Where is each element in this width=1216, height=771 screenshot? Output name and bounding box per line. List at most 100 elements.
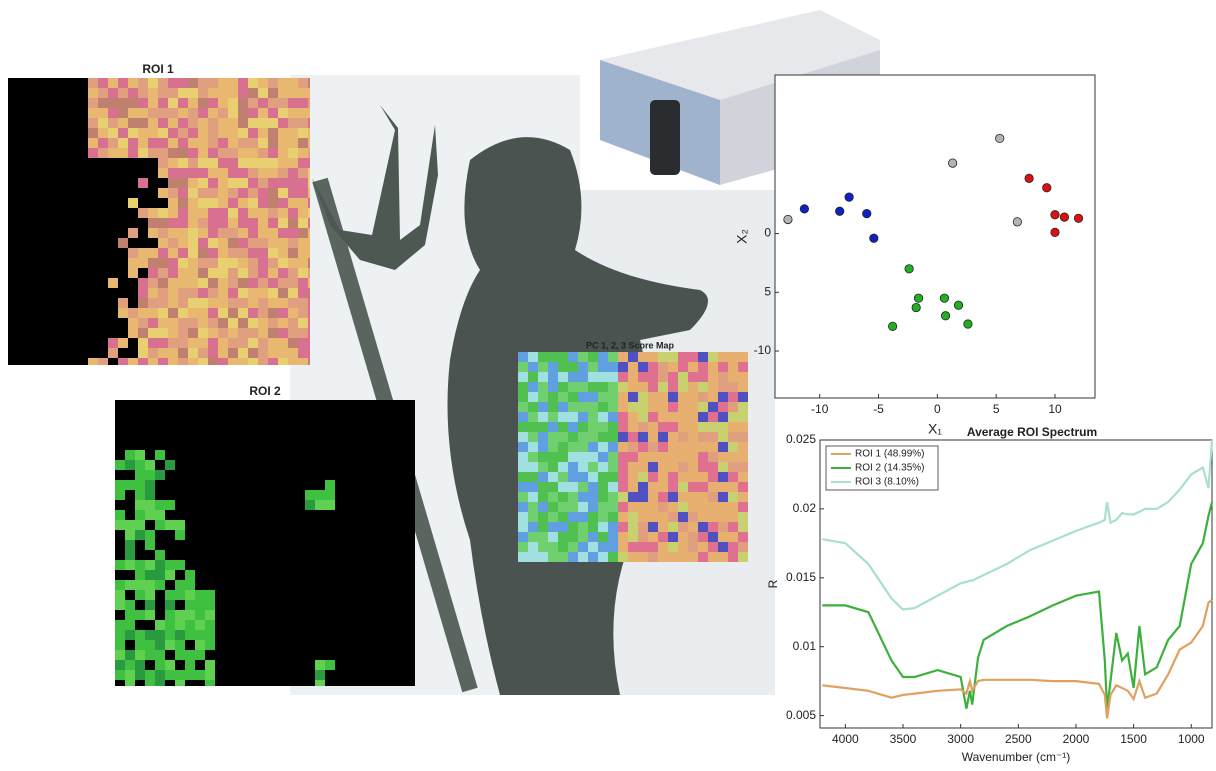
- map-pixel: [345, 470, 355, 480]
- map-pixel: [195, 510, 205, 520]
- map-pixel: [558, 502, 568, 512]
- map-pixel: [238, 238, 248, 248]
- map-pixel: [315, 410, 325, 420]
- map-pixel: [265, 610, 275, 620]
- map-pixel: [558, 532, 568, 542]
- map-pixel: [18, 158, 28, 168]
- map-pixel: [98, 198, 108, 208]
- map-pixel: [198, 188, 208, 198]
- map-pixel: [538, 422, 548, 432]
- map-pixel: [98, 118, 108, 128]
- x-tick-label: 3000: [947, 732, 974, 746]
- map-pixel: [618, 452, 628, 462]
- map-pixel: [288, 178, 298, 188]
- map-pixel: [195, 580, 205, 590]
- map-pixel: [215, 680, 225, 686]
- map-pixel: [238, 178, 248, 188]
- map-pixel: [325, 400, 335, 410]
- map-pixel: [295, 670, 305, 680]
- map-pixel: [245, 530, 255, 540]
- map-pixel: [8, 308, 18, 318]
- map-pixel: [638, 472, 648, 482]
- map-pixel: [158, 88, 168, 98]
- map-pixel: [295, 660, 305, 670]
- map-pixel: [658, 512, 668, 522]
- map-pixel: [175, 670, 185, 680]
- map-pixel: [88, 168, 98, 178]
- map-pixel: [738, 542, 748, 552]
- map-pixel: [385, 630, 395, 640]
- map-pixel: [275, 450, 285, 460]
- map-pixel: [275, 530, 285, 540]
- map-pixel: [185, 450, 195, 460]
- map-pixel: [265, 600, 275, 610]
- map-pixel: [688, 362, 698, 372]
- map-pixel: [188, 88, 198, 98]
- map-pixel: [375, 610, 385, 620]
- map-pixel: [405, 470, 415, 480]
- map-pixel: [375, 410, 385, 420]
- map-pixel: [68, 168, 78, 178]
- map-pixel: [345, 610, 355, 620]
- map-pixel: [138, 188, 148, 198]
- map-pixel: [365, 680, 375, 686]
- map-pixel: [225, 630, 235, 640]
- map-pixel: [298, 168, 308, 178]
- map-pixel: [115, 610, 125, 620]
- map-pixel: [248, 198, 258, 208]
- map-pixel: [308, 288, 310, 298]
- map-pixel: [258, 218, 268, 228]
- map-pixel: [245, 440, 255, 450]
- map-pixel: [228, 108, 238, 118]
- map-pixel: [8, 338, 18, 348]
- map-pixel: [355, 500, 365, 510]
- map-pixel: [195, 680, 205, 686]
- y-tick-label: 0.025: [786, 432, 816, 446]
- map-pixel: [175, 500, 185, 510]
- point: [1051, 228, 1059, 236]
- map-pixel: [138, 338, 148, 348]
- map-pixel: [618, 512, 628, 522]
- map-pixel: [165, 630, 175, 640]
- map-pixel: [275, 550, 285, 560]
- map-pixel: [678, 542, 688, 552]
- map-pixel: [298, 358, 308, 365]
- map-pixel: [628, 362, 638, 372]
- map-pixel: [128, 138, 138, 148]
- map-pixel: [345, 510, 355, 520]
- map-pixel: [335, 570, 345, 580]
- map-pixel: [158, 158, 168, 168]
- map-pixel: [185, 440, 195, 450]
- map-pixel: [295, 410, 305, 420]
- map-pixel: [148, 98, 158, 108]
- map-pixel: [278, 138, 288, 148]
- map-pixel: [298, 108, 308, 118]
- map-pixel: [18, 88, 28, 98]
- map-pixel: [175, 520, 185, 530]
- map-pixel: [195, 530, 205, 540]
- map-pixel: [315, 650, 325, 660]
- map-pixel: [728, 502, 738, 512]
- map-pixel: [138, 278, 148, 288]
- map-pixel: [68, 158, 78, 168]
- map-pixel: [255, 550, 265, 560]
- map-pixel: [78, 278, 88, 288]
- map-pixel: [268, 158, 278, 168]
- map-pixel: [58, 138, 68, 148]
- map-pixel: [708, 372, 718, 382]
- map-pixel: [18, 128, 28, 138]
- map-pixel: [28, 248, 38, 258]
- map-pixel: [28, 208, 38, 218]
- point: [784, 215, 792, 223]
- map-pixel: [528, 482, 538, 492]
- map-pixel: [58, 108, 68, 118]
- map-pixel: [185, 490, 195, 500]
- map-pixel: [265, 460, 275, 470]
- map-pixel: [298, 258, 308, 268]
- map-pixel: [125, 490, 135, 500]
- map-pixel: [78, 138, 88, 148]
- map-pixel: [278, 148, 288, 158]
- map-pixel: [155, 430, 165, 440]
- map-pixel: [268, 248, 278, 258]
- map-pixel: [165, 660, 175, 670]
